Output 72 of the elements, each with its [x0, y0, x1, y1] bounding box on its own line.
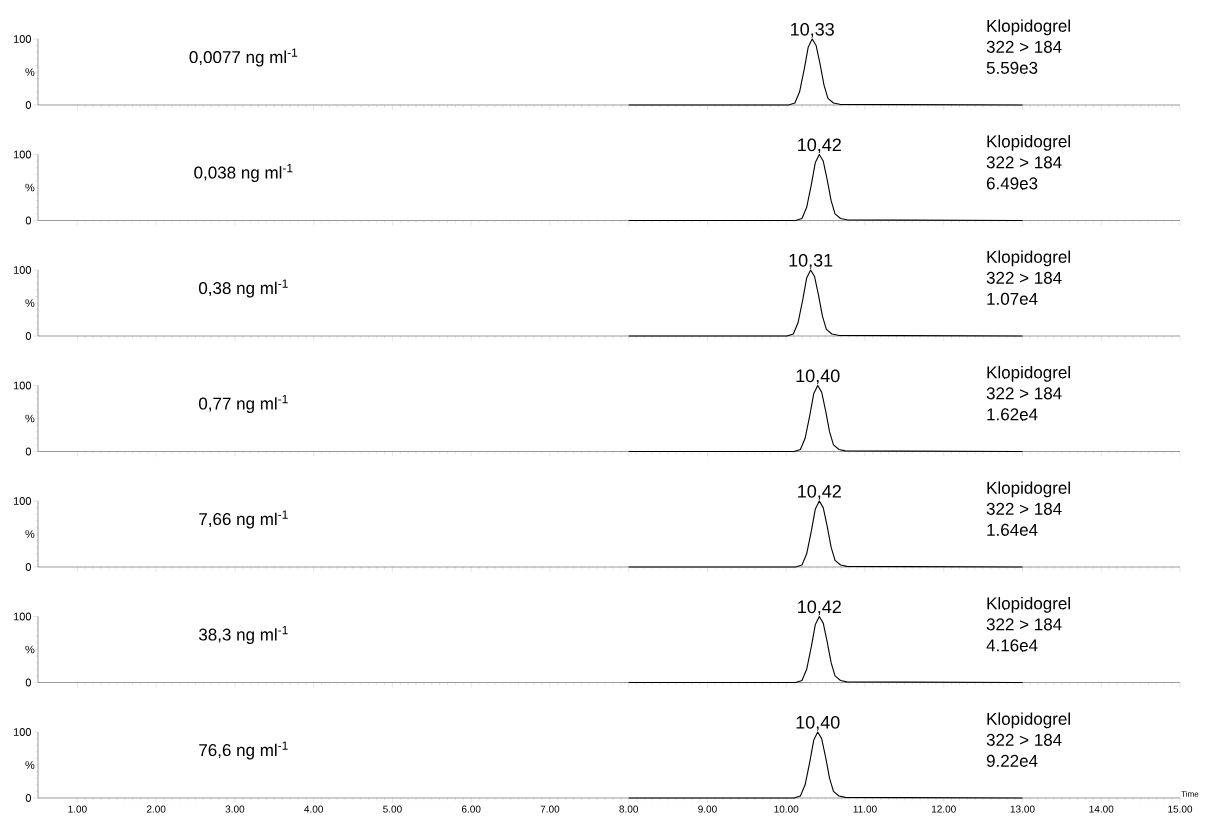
- text: 0,38 ng ml$^{-1}$: [198, 279, 288, 298]
- x-tick-label: 2.00: [146, 805, 166, 813]
- y-axis-title: %: [25, 299, 35, 307]
- annotation: 10,42: [798, 484, 841, 500]
- x-tick-label: 15.00: [1168, 805, 1193, 813]
- text: 0,77 ng ml$^{-1}$: [198, 394, 288, 413]
- annotation: 9.22e4: [986, 754, 1038, 767]
- text: Klopidogrel: [987, 596, 1070, 613]
- y-axis-title: %: [25, 68, 35, 76]
- annotation: 10,42: [798, 138, 841, 154]
- text: 38,3 ng ml$^{-1}$: [198, 625, 288, 644]
- text: Klopidogrel: [987, 712, 1070, 729]
- x-tick-label: 6.00: [461, 805, 481, 813]
- x-tick-label: 1.00: [68, 805, 87, 813]
- annotation: 322 > 184: [986, 502, 1062, 515]
- annotation: 10,42: [798, 600, 841, 616]
- y-tick-label: 0: [25, 563, 32, 571]
- y-tick-label: 0: [25, 447, 32, 456]
- text: Klopidogrel: [987, 250, 1070, 267]
- x-tick-label: 12.00: [931, 805, 956, 813]
- annotation: 4.16e4: [986, 639, 1038, 652]
- y-tick-label: 100: [13, 35, 32, 43]
- annotation: 322 > 184: [986, 618, 1062, 631]
- annotation: 10,31: [789, 253, 833, 269]
- y-axis-title: %: [25, 761, 35, 769]
- annotation: 322 > 184: [986, 40, 1062, 53]
- y-tick-label: 0: [25, 678, 32, 687]
- x-tick-label: 10.00: [774, 805, 799, 813]
- text: Klopidogrel: [987, 19, 1070, 36]
- y-axis-title: %: [25, 183, 35, 192]
- text: 0,038 ng ml$^{-1}$: [194, 163, 293, 182]
- x-axis-title: Time: [1181, 790, 1199, 797]
- annotation: 322 > 184: [986, 387, 1062, 400]
- text: Klopidogrel: [987, 134, 1070, 151]
- y-axis-title: %: [25, 414, 35, 423]
- y-tick-label: 100: [13, 497, 32, 505]
- y-tick-label: 100: [13, 381, 32, 390]
- annotation: 1.07e4: [987, 292, 1038, 305]
- annotation: 1.62e4: [987, 408, 1038, 421]
- annotation: 322 > 184: [986, 271, 1062, 284]
- text: 76,6 ng ml$^{-1}$: [199, 741, 288, 760]
- text: 0,0077 ng ml$^{-1}$: [189, 48, 298, 67]
- text: Klopidogrel: [987, 365, 1070, 382]
- annotation: 10,40: [796, 715, 840, 731]
- annotation: 6.49e3: [986, 177, 1038, 190]
- y-tick-label: 0: [25, 101, 32, 109]
- annotation: 10,40: [796, 369, 840, 385]
- y-tick-label: 100: [13, 612, 32, 621]
- text: 7,66 ng ml$^{-1}$: [199, 510, 288, 529]
- y-tick-label: 100: [13, 266, 32, 274]
- y-tick-label: 100: [13, 150, 32, 159]
- y-axis-title: %: [25, 645, 35, 654]
- x-tick-label: 4.00: [304, 805, 323, 813]
- x-tick-label: 3.00: [225, 805, 245, 813]
- x-tick-label: 7.00: [540, 805, 560, 813]
- annotation: 1.64e4: [987, 523, 1038, 536]
- x-tick-label: 5.00: [383, 805, 402, 813]
- annotation: 322 > 184: [986, 156, 1062, 169]
- x-tick-label: 8.00: [619, 805, 639, 813]
- x-tick-label: 13.00: [1010, 805, 1035, 813]
- annotation: 322 > 184: [986, 733, 1062, 746]
- y-tick-label: 0: [25, 216, 32, 225]
- y-tick-label: 100: [13, 728, 32, 736]
- y-tick-label: 0: [25, 794, 32, 802]
- y-tick-label: 0: [25, 332, 32, 340]
- annotation: 10,33: [791, 22, 834, 38]
- x-tick-label: 9.00: [698, 805, 717, 813]
- x-tick-label: 14.00: [1089, 805, 1114, 813]
- text: Klopidogrel: [987, 481, 1070, 498]
- y-axis-title: %: [25, 530, 35, 538]
- x-tick-label: 11.00: [853, 805, 877, 813]
- annotation: 5.59e3: [986, 61, 1038, 74]
